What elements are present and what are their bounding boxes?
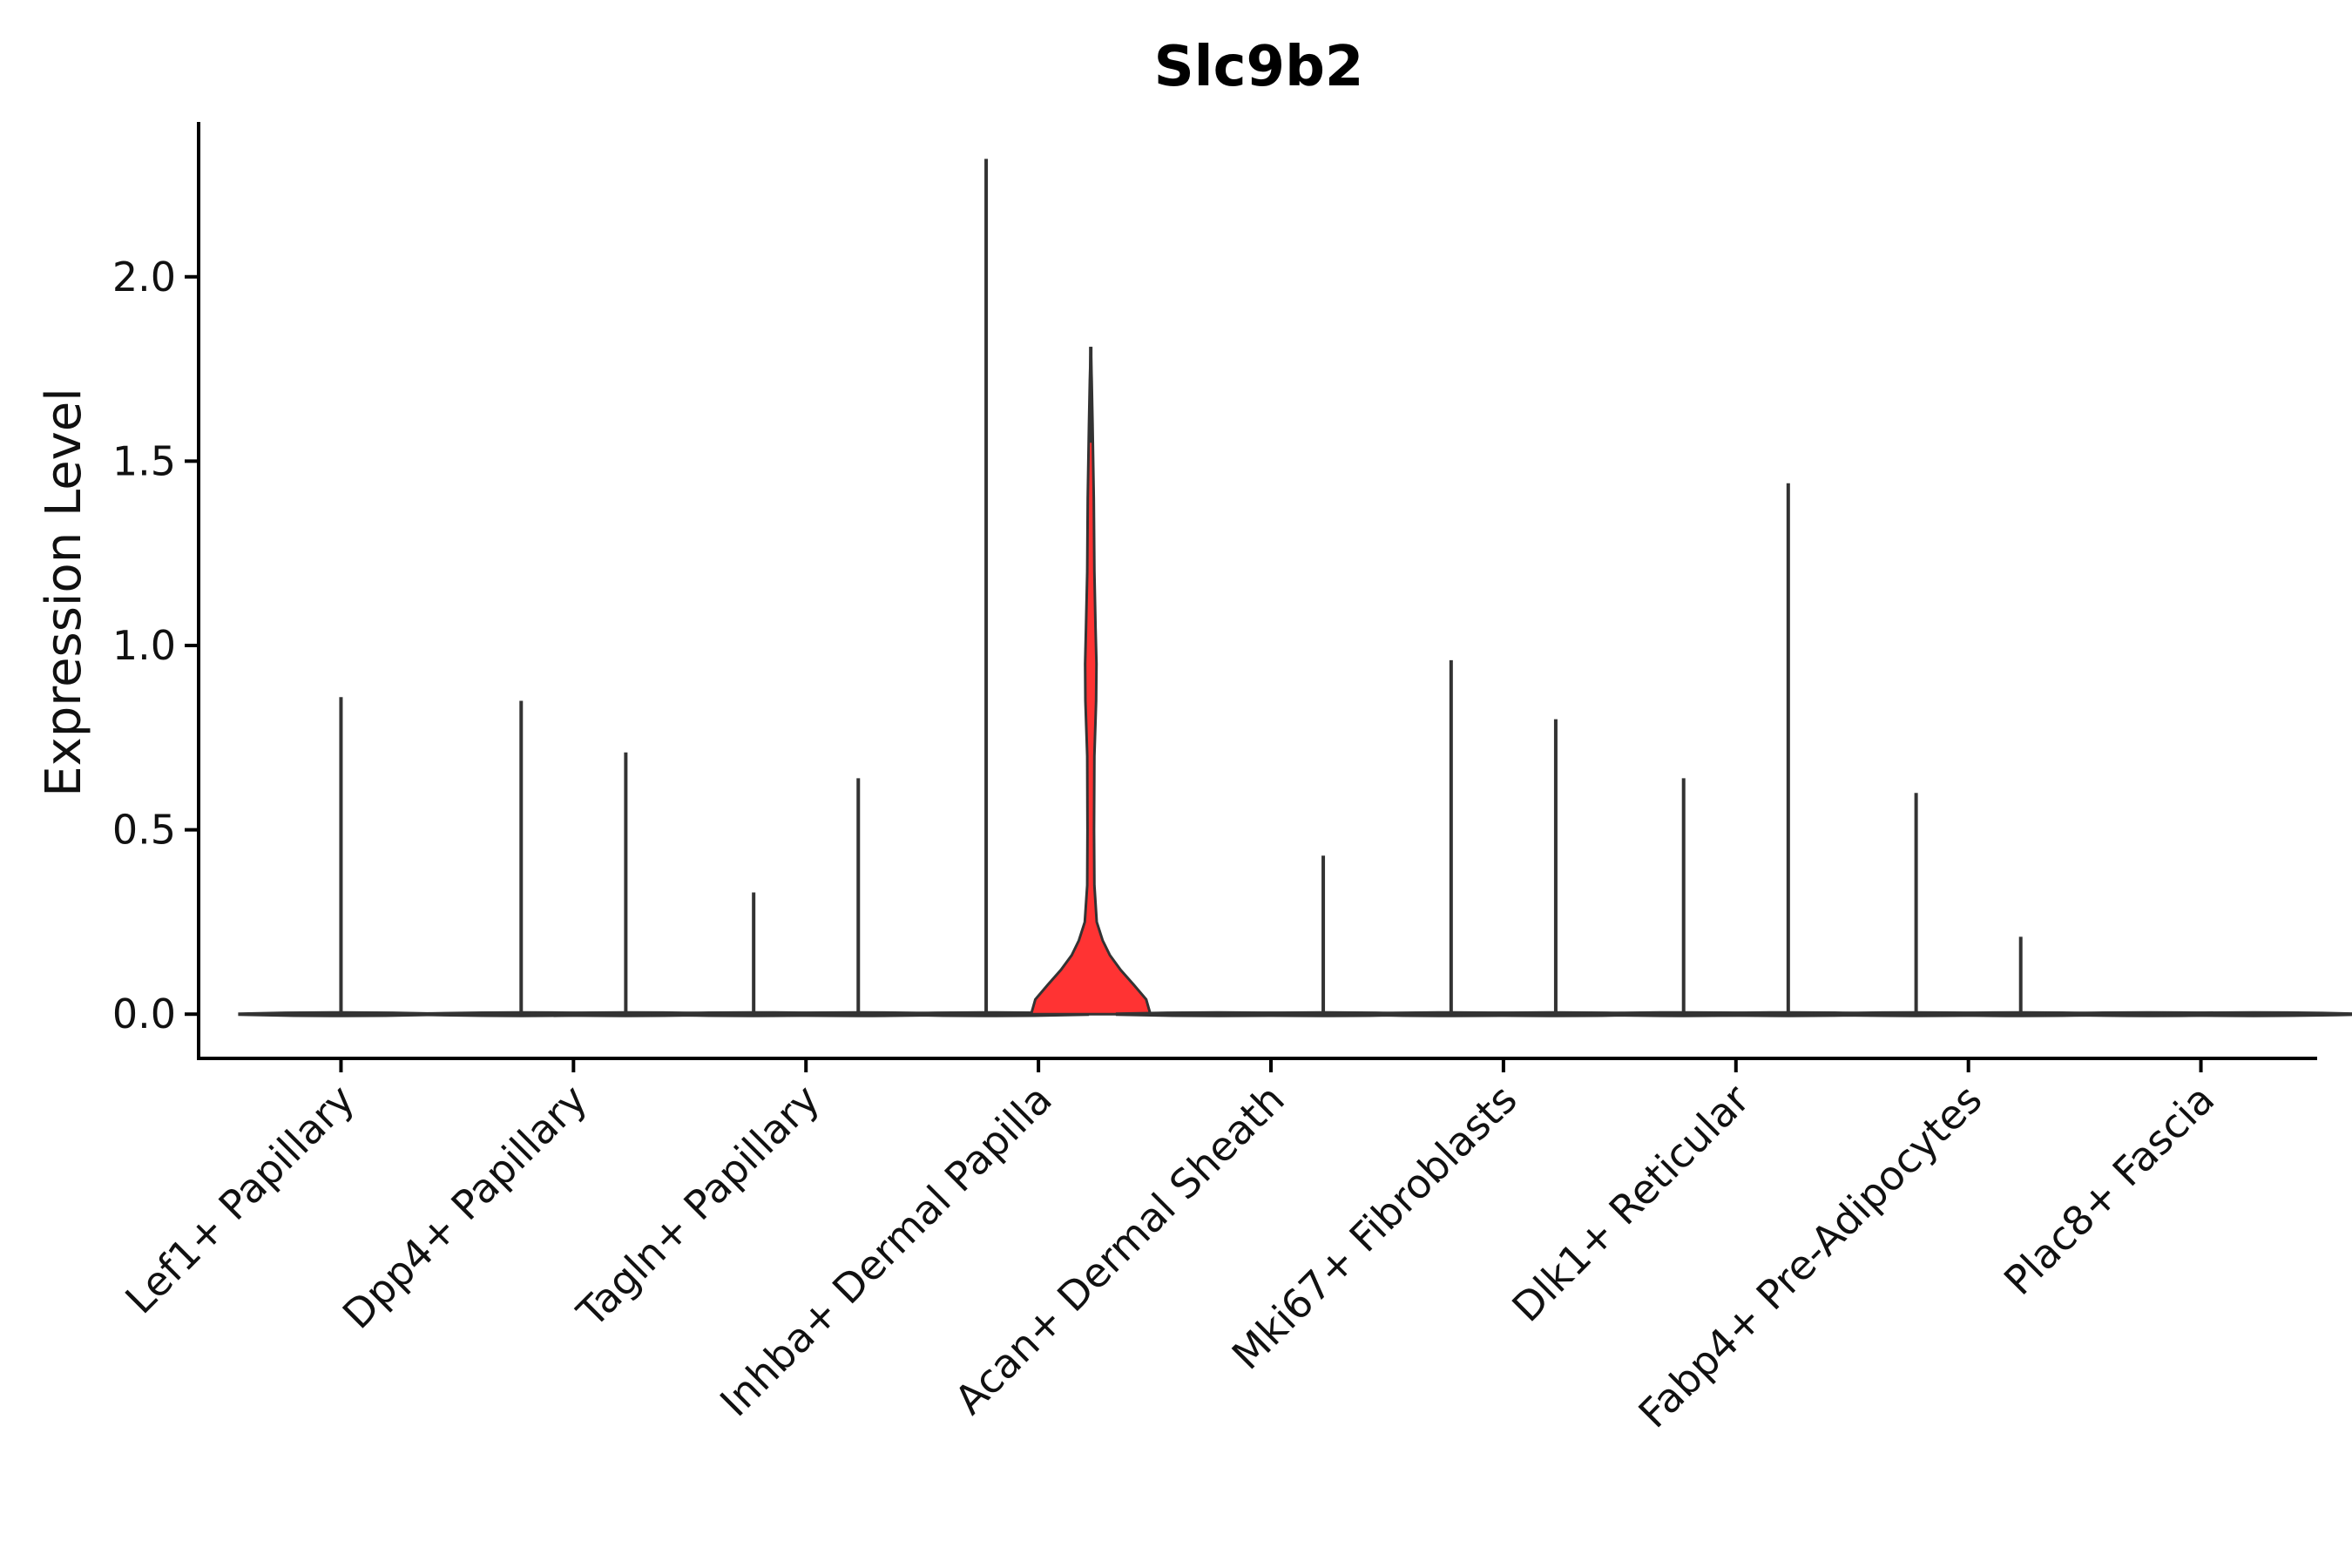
violin-body [1029,347,1152,1016]
violin-right [1917,936,2124,1017]
y-tick-label: 0.5 [112,807,176,854]
violin-left [651,892,857,1017]
violin-body [2150,1010,2352,1017]
violin-left [418,700,625,1017]
violin-left [1348,659,1554,1017]
x-tick-label: Lef1+ Papillary [116,1076,363,1323]
x-tick-label: Tagln+ Papillary [567,1076,828,1337]
y-axis-title: Expression Level [36,388,92,797]
violin-left [1580,778,1787,1017]
violin-group [238,159,2352,1017]
y-axis-ticks: 0.0 0.5 1.0 1.5 2.0 [112,253,199,1037]
violin-left [238,697,444,1017]
violin-right [523,752,729,1017]
violin-right [2150,1010,2352,1017]
x-tick-label: Plac8+ Fascia [1995,1076,2223,1304]
x-tick-label: Dpp4+ Papillary [334,1076,596,1338]
x-tick-label: Dlk1+ Reticular [1503,1076,1758,1331]
y-tick-label: 1.5 [112,437,176,484]
violin-right [1220,855,1427,1017]
y-tick-label: 2.0 [112,253,176,301]
chart-title: Slc9b2 [1154,35,1364,99]
y-tick-label: 0.0 [112,990,176,1037]
violin-left [883,159,1090,1017]
y-tick-label: 1.0 [112,622,176,669]
axes [197,122,2317,1060]
violin-right [1685,483,1891,1017]
violin-right [1029,347,1152,1016]
violin-left [1813,793,2019,1017]
violin-right [755,778,962,1017]
violin-right [1452,719,1659,1017]
